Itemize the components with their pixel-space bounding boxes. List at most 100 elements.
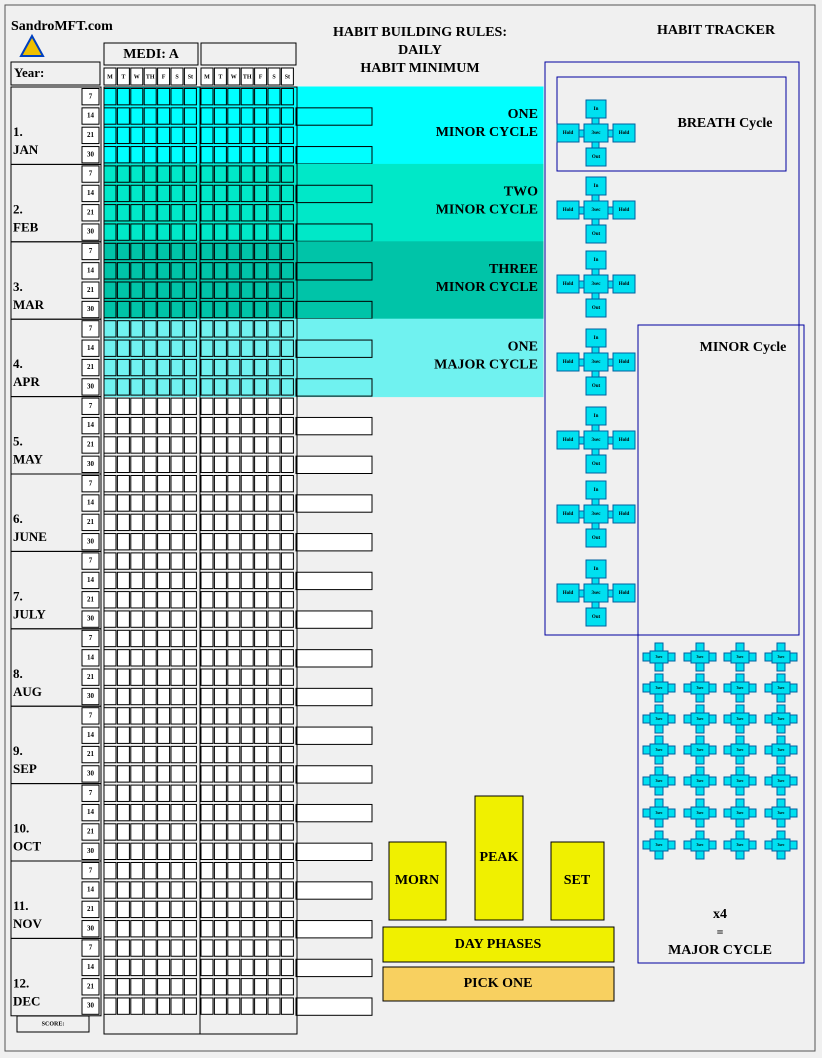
day-cell bbox=[143, 242, 157, 261]
breath-step bbox=[556, 352, 580, 372]
day-cell bbox=[267, 823, 281, 841]
mini-center bbox=[649, 838, 669, 852]
day-cell bbox=[227, 494, 241, 512]
day-cell bbox=[213, 223, 227, 241]
day-cell bbox=[240, 649, 254, 667]
day-cell bbox=[157, 455, 171, 473]
day-cell bbox=[143, 823, 157, 841]
day-cell bbox=[183, 455, 197, 473]
day-cell bbox=[116, 784, 130, 802]
day-cell bbox=[240, 107, 254, 125]
day-cell bbox=[116, 126, 130, 145]
week-label: 14 bbox=[87, 576, 95, 584]
day-cell bbox=[130, 900, 144, 919]
day-cell bbox=[183, 842, 197, 861]
breath-step bbox=[585, 454, 607, 474]
breath-step bbox=[583, 583, 609, 603]
week-label: 21 bbox=[87, 595, 95, 603]
day-cell bbox=[240, 397, 254, 415]
day-cell bbox=[157, 436, 171, 454]
day-cell bbox=[130, 107, 144, 125]
mini-center bbox=[771, 681, 791, 695]
day-cell bbox=[183, 745, 197, 764]
day-cell bbox=[227, 513, 241, 532]
mini-arm bbox=[776, 798, 786, 808]
day-cell bbox=[130, 629, 144, 648]
day-cell bbox=[157, 126, 171, 145]
note-box bbox=[295, 958, 373, 978]
day-cell bbox=[213, 745, 227, 764]
day-cell bbox=[170, 165, 184, 183]
week-box bbox=[81, 146, 100, 164]
day-cell bbox=[103, 533, 117, 551]
day-cell bbox=[254, 707, 268, 725]
week-label: 7 bbox=[89, 944, 93, 952]
month-number: 6. bbox=[13, 511, 23, 526]
week-label: 30 bbox=[87, 460, 95, 468]
day-cell bbox=[130, 455, 144, 473]
day-cell bbox=[130, 416, 144, 435]
day-cell bbox=[170, 862, 184, 880]
note-box bbox=[295, 416, 373, 436]
month-name: JAN bbox=[13, 142, 39, 157]
day-cell bbox=[103, 455, 117, 473]
day-cell bbox=[143, 552, 157, 570]
month-name: OCT bbox=[13, 839, 42, 854]
day-cell bbox=[183, 126, 197, 145]
day-cell bbox=[170, 900, 184, 919]
month-name: JULY bbox=[13, 606, 46, 621]
day-cell bbox=[240, 533, 254, 551]
day-cell bbox=[116, 436, 130, 454]
day-cell bbox=[227, 358, 241, 377]
breath-step bbox=[583, 352, 609, 372]
day-cell bbox=[130, 475, 144, 493]
day-cell bbox=[254, 397, 268, 415]
day-cell bbox=[200, 436, 214, 454]
day-cell bbox=[157, 881, 171, 899]
day-cell bbox=[157, 939, 171, 957]
day-cell bbox=[280, 823, 294, 841]
week-box bbox=[81, 823, 100, 841]
day-cell bbox=[143, 784, 157, 802]
day-cell bbox=[267, 571, 281, 590]
week-label: 14 bbox=[87, 266, 95, 274]
month-number: 10. bbox=[13, 821, 29, 836]
column-group bbox=[199, 86, 298, 1035]
mini-center bbox=[649, 774, 669, 788]
day-cell bbox=[116, 803, 130, 822]
day-cell bbox=[116, 378, 130, 396]
day-cell bbox=[254, 862, 268, 880]
week-label: 7 bbox=[89, 634, 93, 642]
day-cell bbox=[116, 204, 130, 222]
note-box bbox=[295, 803, 373, 823]
day-cell bbox=[116, 320, 130, 338]
day-cell bbox=[130, 146, 144, 164]
day-cell bbox=[130, 242, 144, 261]
day-cell bbox=[267, 920, 281, 938]
day-cell bbox=[116, 571, 130, 590]
breath-step-label: 3sec bbox=[592, 360, 602, 365]
day-cell bbox=[213, 300, 227, 319]
mini-arm bbox=[654, 642, 664, 652]
day-cell bbox=[200, 494, 214, 512]
medi-box bbox=[103, 42, 199, 66]
mini-arm bbox=[695, 766, 705, 776]
day-cell bbox=[183, 629, 197, 648]
month-number: 2. bbox=[13, 201, 23, 216]
note-box bbox=[295, 494, 373, 513]
month-name: FEB bbox=[13, 219, 39, 234]
cycle-band bbox=[103, 318, 544, 398]
day-cell bbox=[200, 900, 214, 919]
day-cell bbox=[227, 107, 241, 125]
day-cell bbox=[280, 204, 294, 222]
day-cell bbox=[280, 416, 294, 435]
day-cell bbox=[213, 900, 227, 919]
day-cell bbox=[103, 842, 117, 861]
week-box bbox=[81, 126, 100, 145]
note-box bbox=[295, 610, 373, 629]
week-box bbox=[81, 533, 100, 551]
day-header: W bbox=[231, 74, 237, 80]
breath-step bbox=[556, 504, 580, 524]
day-cell bbox=[157, 823, 171, 841]
day-cell bbox=[254, 358, 268, 377]
